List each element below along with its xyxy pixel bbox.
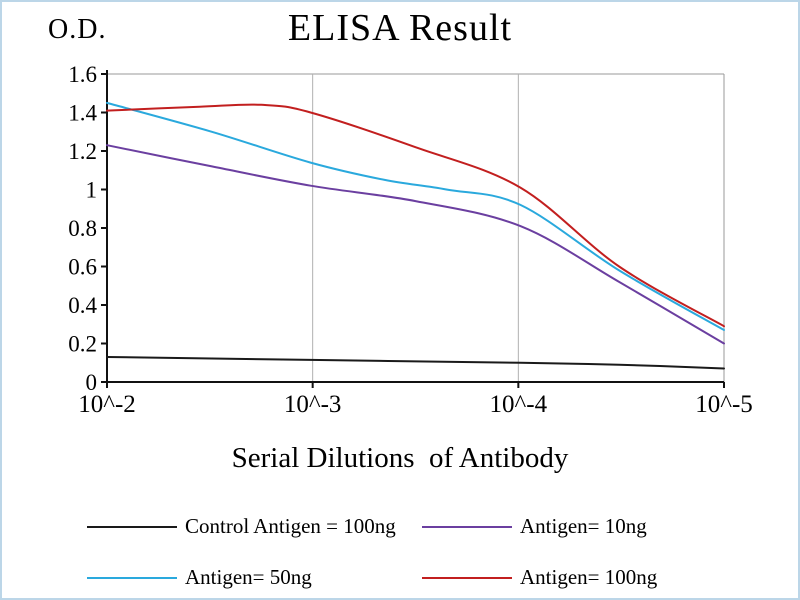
- chart-title: ELISA Result: [287, 7, 513, 49]
- legend-swatch: [87, 576, 177, 579]
- legend-swatch: [87, 525, 177, 528]
- series-line: [106, 356, 725, 370]
- legend-item: Antigen= 100ng: [422, 565, 737, 590]
- y-tick-label: 0.6: [68, 255, 97, 280]
- y-tick-label: 0.8: [68, 216, 97, 241]
- legend-label: Control Antigen = 100ng: [185, 514, 396, 538]
- plot-area: 0 0.2 0.4 0.6 0.8 1 1.2 1.4 1.6 10^-2 10^-3 10^-4 10…: [68, 62, 753, 418]
- legend: Control Antigen = 100ng Antigen= 10ng An…: [87, 514, 737, 590]
- x-tick-label: 10^-2: [78, 391, 136, 418]
- x-tick-label: 10^-5: [695, 391, 753, 418]
- legend-item: Control Antigen = 100ng: [87, 514, 422, 539]
- legend-label: Antigen= 50ng: [185, 565, 312, 589]
- legend-item: Antigen= 10ng: [422, 514, 737, 539]
- y-axis-title: O.D.: [48, 14, 107, 45]
- y-tick-label: 0.4: [68, 293, 97, 318]
- series-line: [106, 144, 725, 345]
- y-tick-label: 0: [86, 370, 98, 395]
- y-tick-label: 1.4: [68, 101, 97, 126]
- y-tick-label: 1: [86, 178, 98, 203]
- y-tick-label: 1.6: [68, 62, 97, 87]
- legend-swatch: [422, 525, 512, 528]
- legend-swatch: [422, 576, 512, 579]
- x-axis-title: Serial Dilutions of Antibody: [231, 442, 569, 474]
- series-line: [106, 103, 725, 328]
- legend-label: Antigen= 10ng: [520, 514, 647, 538]
- y-tick-label: 1.2: [68, 139, 97, 164]
- legend-label: Antigen= 100ng: [520, 565, 658, 589]
- series-line: [106, 101, 725, 331]
- legend-item: Antigen= 50ng: [87, 565, 422, 590]
- x-tick-label: 10^-4: [490, 391, 548, 418]
- y-tick-label: 0.2: [68, 332, 97, 357]
- x-tick-label: 10^-3: [284, 391, 342, 418]
